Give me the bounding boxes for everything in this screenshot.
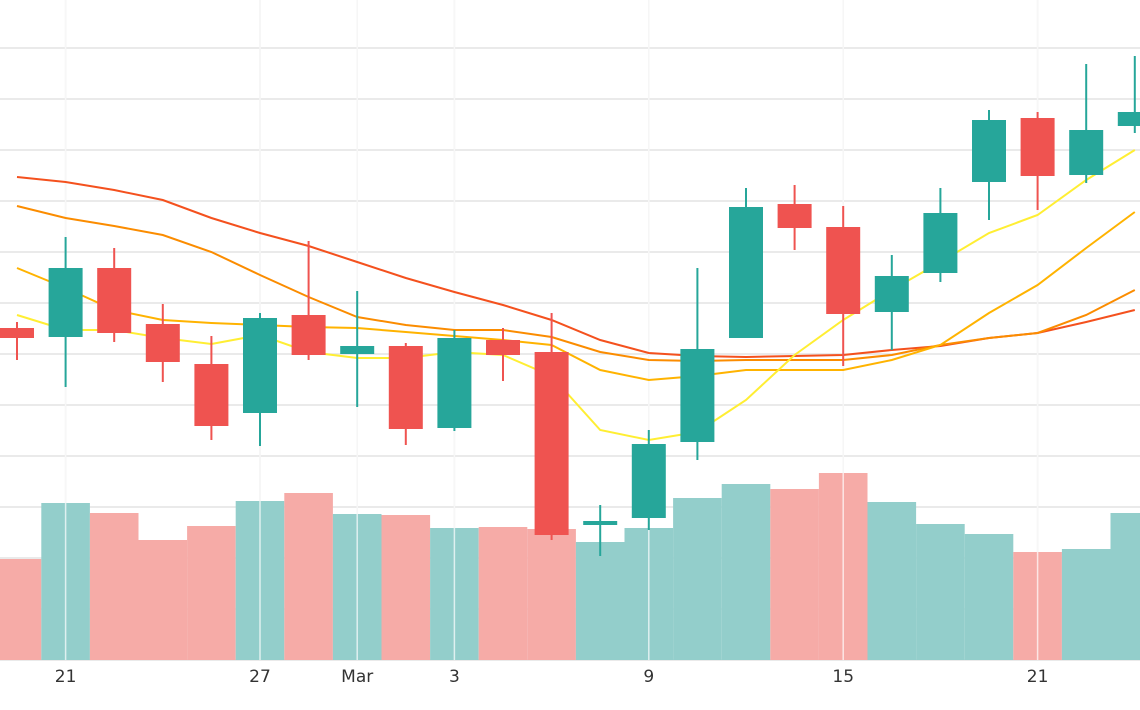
volume-bar [770, 489, 819, 660]
volume-bar [284, 493, 333, 660]
volume-bar [138, 540, 188, 660]
candle-body [534, 352, 569, 535]
moving-average [16, 205, 1136, 363]
candle-body [972, 120, 1006, 182]
candle-body [583, 521, 618, 525]
candle-body [923, 213, 958, 273]
candle-body [631, 444, 666, 518]
moving-average [16, 149, 1136, 442]
candle-body [48, 268, 83, 337]
volume-bar [0, 559, 42, 660]
volume-bar [527, 529, 576, 660]
candle-body [486, 340, 520, 355]
candle-body [0, 328, 34, 338]
x-tick-label: 15 [832, 667, 854, 687]
candle-body [680, 349, 715, 442]
volume-bar [381, 515, 431, 660]
volume-bar [478, 527, 528, 660]
candle-body [97, 268, 132, 333]
volume-bar [1110, 513, 1140, 660]
candle-body [826, 227, 861, 314]
candle-body [291, 315, 326, 355]
candle-body [340, 346, 375, 354]
volume-bar [187, 526, 236, 660]
volume-bar [673, 498, 722, 660]
moving-average [16, 211, 1136, 382]
volume-bar [964, 534, 1014, 660]
x-tick-label: 3 [449, 667, 460, 687]
candle-body [388, 346, 423, 429]
x-tick-label: 21 [1027, 667, 1049, 687]
x-tick-label: 27 [249, 667, 271, 687]
candle-body [874, 276, 909, 312]
candle-body [437, 338, 472, 428]
volume-bar [721, 484, 771, 660]
moving-average [16, 176, 1136, 359]
candle-body [777, 204, 812, 228]
candle-body [243, 318, 277, 413]
candle-body [145, 324, 180, 362]
volume-bar [89, 513, 139, 660]
x-tick-label: 9 [643, 667, 654, 687]
x-tick-label: 21 [55, 667, 77, 687]
volume-bar [1061, 549, 1111, 660]
x-tick-label: Mar [341, 667, 373, 687]
volume-bar [916, 524, 965, 660]
volume-bar [575, 542, 625, 660]
volume-bar [867, 502, 917, 660]
candle-body [194, 364, 229, 426]
candle-body [1117, 112, 1140, 126]
candle-body [729, 207, 763, 338]
candle-body [1020, 118, 1055, 176]
candle-body [1069, 130, 1104, 175]
